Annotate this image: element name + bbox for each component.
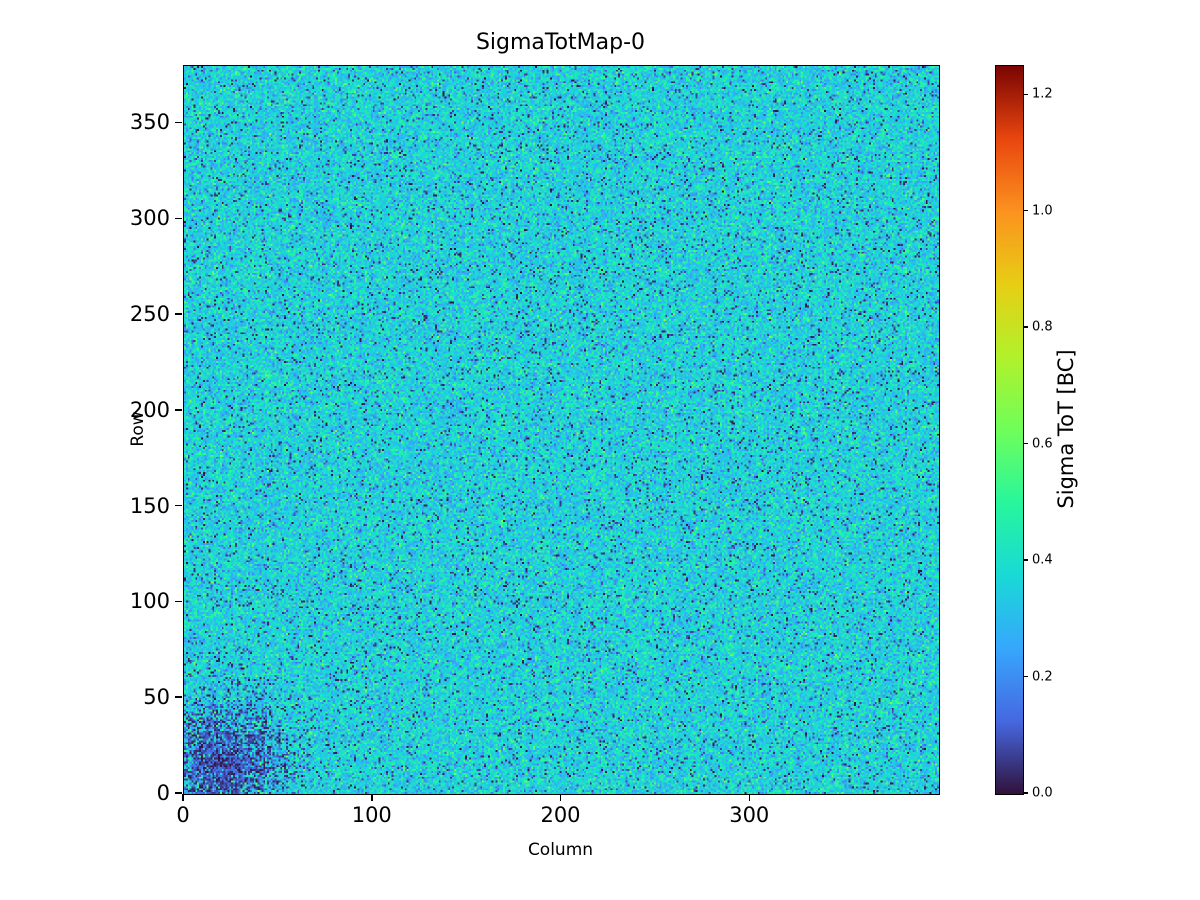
y-tick-label: 100: [129, 589, 170, 614]
colorbar-tick-mark: [1024, 442, 1028, 445]
colorbar-tick-mark: [1024, 675, 1028, 678]
y-tick-label: 50: [143, 685, 170, 710]
colorbar-tick-label: 0.8: [1032, 319, 1053, 335]
y-tick-mark: [175, 121, 182, 124]
x-axis-label: Column: [527, 840, 594, 860]
colorbar-tick-label: 0.6: [1032, 436, 1053, 452]
y-tick-mark: [175, 217, 182, 219]
colorbar-tick-label: 1.0: [1032, 203, 1053, 219]
y-tick-mark: [175, 696, 182, 698]
x-tick-label: 0: [176, 803, 190, 827]
colorbar-label: Sigma ToT [BC]: [1054, 349, 1078, 509]
y-tick-mark: [175, 600, 182, 603]
y-tick-mark: [175, 792, 182, 794]
heatmap-plot-area: [183, 65, 940, 795]
y-tick-mark: [175, 504, 182, 507]
plot-title: SigmaTotMap-0: [475, 30, 646, 55]
colorbar: [995, 65, 1024, 795]
y-tick-label: 250: [129, 302, 170, 327]
x-tick-mark: [371, 794, 373, 801]
y-tick-mark: [175, 409, 182, 411]
colorbar-tick-label: 1.2: [1032, 86, 1053, 102]
x-tick-label: 200: [540, 803, 581, 827]
y-tick-label: 200: [129, 397, 170, 422]
x-tick-mark: [748, 794, 750, 801]
colorbar-tick-label: 0.2: [1032, 669, 1053, 685]
heatmap-canvas: [184, 66, 939, 794]
colorbar-tick-mark: [1024, 326, 1028, 328]
y-tick-label: 150: [129, 493, 170, 518]
x-tick-mark: [559, 794, 562, 801]
x-tick-label: 300: [729, 803, 770, 827]
y-tick-label: 0: [156, 781, 170, 805]
colorbar-tick-label: 0.0: [1032, 785, 1053, 801]
y-tick-mark: [175, 313, 182, 315]
colorbar-tick-mark: [1024, 210, 1028, 212]
colorbar-tick-mark: [1024, 792, 1028, 794]
colorbar-tick-mark: [1024, 93, 1028, 95]
colorbar-tick-label: 0.4: [1032, 552, 1053, 568]
colorbar-tick-mark: [1024, 559, 1028, 561]
y-tick-label: 350: [129, 110, 170, 135]
x-tick-mark: [182, 794, 184, 801]
y-tick-label: 300: [129, 206, 170, 231]
x-tick-label: 100: [351, 803, 392, 827]
